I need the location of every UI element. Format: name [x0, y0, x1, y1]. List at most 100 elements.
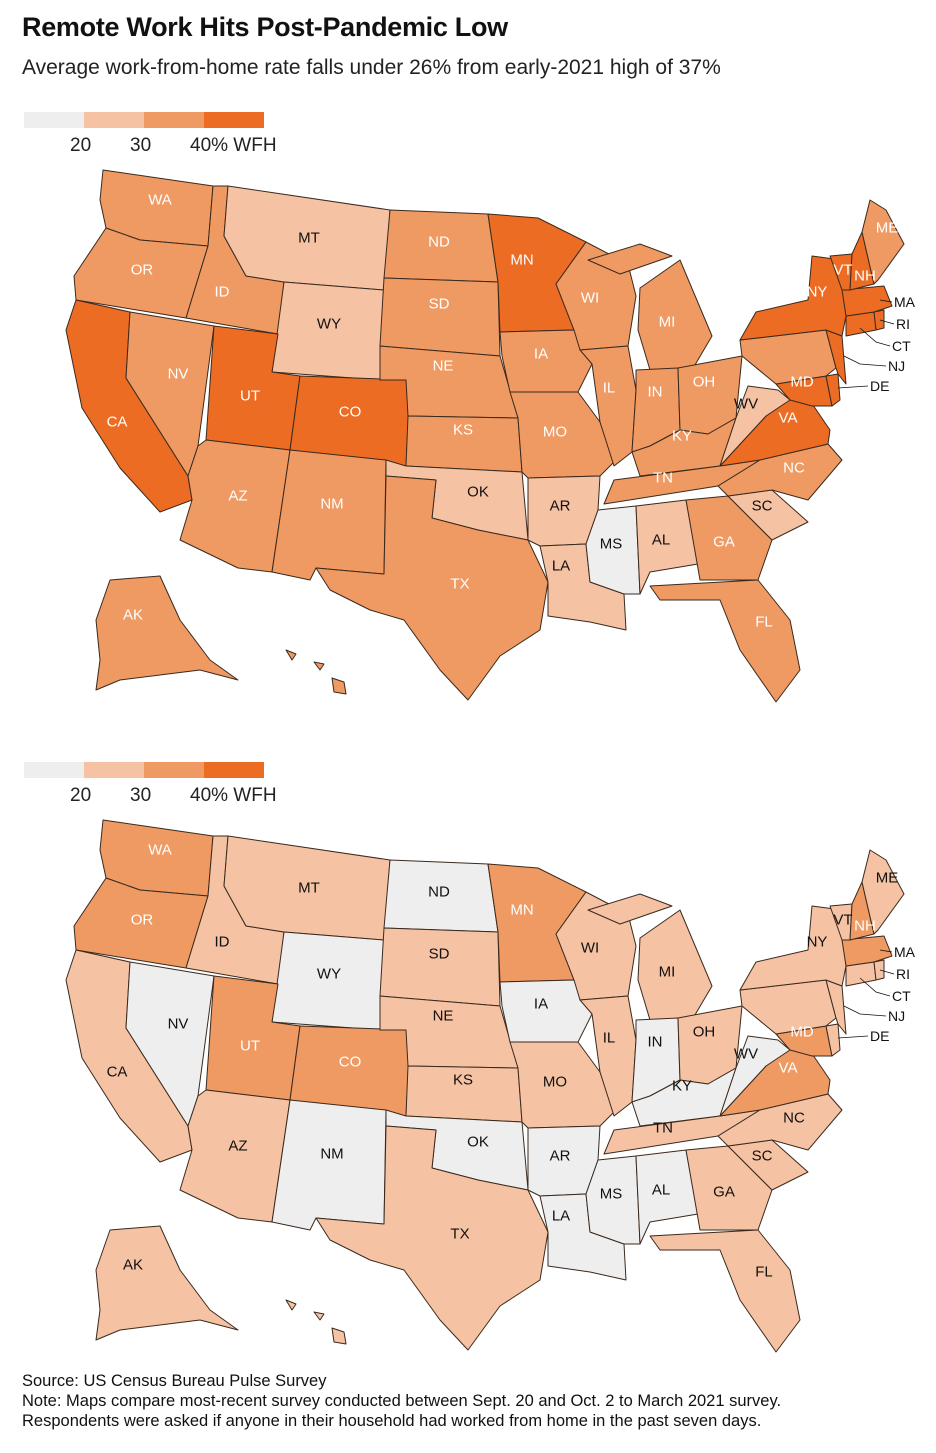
callout-label-ma: MA: [894, 294, 916, 310]
state-label-id: ID: [215, 934, 230, 951]
state-fl: [649, 1229, 801, 1353]
state-label-wy: WY: [317, 316, 341, 333]
state-label-ne: NE: [433, 1008, 454, 1025]
callout-label-nj: NJ: [888, 1008, 905, 1024]
legend-swatch-0: [24, 762, 84, 778]
state-ga: [685, 495, 773, 581]
state-label-md: MD: [790, 1024, 813, 1041]
state-label-wi: WI: [581, 940, 599, 957]
state-label-ny: NY: [807, 934, 828, 951]
state-label-la: LA: [552, 558, 570, 575]
state-label-sd: SD: [429, 296, 450, 313]
state-az: [179, 439, 291, 573]
state-label-ky: KY: [672, 1078, 692, 1095]
state-label-fl: FL: [755, 614, 773, 631]
leader-de: [837, 385, 869, 389]
state-label-nc: NC: [783, 1110, 805, 1127]
chart-subtitle: Average work-from-home rate falls under …: [22, 56, 721, 79]
respondent-note: Respondents were asked if anyone in thei…: [22, 1412, 762, 1430]
state-de: [825, 1023, 841, 1057]
state-label-wv: WV: [734, 396, 758, 413]
state-label-or: OR: [131, 912, 154, 929]
legend-label-20: 20: [70, 785, 92, 806]
callout-label-ma: MA: [894, 944, 916, 960]
callout-label-nj: NJ: [888, 358, 905, 374]
callout-label-ri: RI: [896, 966, 910, 982]
state-ak: [95, 1225, 239, 1341]
state-label-me: ME: [876, 870, 899, 887]
leader-ri: [879, 969, 895, 975]
state-label-va: VA: [779, 410, 798, 427]
state-label-az: AZ: [228, 1138, 247, 1155]
state-label-az: AZ: [228, 488, 247, 505]
callout-label-de: DE: [870, 378, 889, 394]
state-hi: [285, 649, 347, 695]
callout-label-ri: RI: [896, 316, 910, 332]
map-sept-oct: WA OR CA NV ID MT WY UT CO AZ NM ND SD NE KS OK TX MN IA MO…: [0, 810, 936, 1370]
state-al: [635, 1149, 699, 1245]
state-label-sc: SC: [752, 1148, 773, 1165]
state-label-va: VA: [779, 1060, 798, 1077]
state-label-nv: NV: [168, 1016, 189, 1033]
state-me: [861, 849, 905, 935]
legend-swatch-0: [24, 112, 84, 128]
state-label-ne: NE: [433, 358, 454, 375]
state-label-sc: SC: [752, 498, 773, 515]
state-tx: [315, 475, 549, 701]
state-label-tn: TN: [653, 1120, 673, 1137]
leader-ma: [879, 299, 893, 303]
state-label-mo: MO: [543, 1074, 567, 1091]
state-label-in: IN: [648, 1034, 663, 1051]
state-label-wv: WV: [734, 1046, 758, 1063]
callout-label-ct: CT: [892, 338, 911, 354]
state-label-ak: AK: [123, 607, 143, 624]
state-ny: [739, 255, 847, 341]
legend-swatch-2: [144, 112, 204, 128]
state-de: [825, 373, 841, 407]
legend-label-40: 40% WFH: [190, 785, 277, 806]
state-il: [579, 995, 637, 1117]
callout-label-de: DE: [870, 1028, 889, 1044]
state-ny: [739, 905, 847, 991]
state-label-ar: AR: [550, 1148, 571, 1165]
state-ak: [95, 575, 239, 691]
legend-swatch-2: [144, 762, 204, 778]
state-label-sd: SD: [429, 946, 450, 963]
state-label-fl: FL: [755, 1264, 773, 1281]
state-label-ar: AR: [550, 498, 571, 515]
state-sd: [379, 277, 501, 357]
leader-nj: [843, 355, 887, 367]
state-fl: [649, 579, 801, 703]
map-march-2021: WA OR CA NV ID MT WY UT CO AZ NM ND SD NE KS OK TX MN IA MO…: [0, 160, 936, 720]
state-label-md: MD: [790, 374, 813, 391]
state-label-mi: MI: [659, 314, 676, 331]
state-label-oh: OH: [693, 374, 716, 391]
state-label-mn: MN: [510, 902, 533, 919]
legend-swatch-1: [84, 112, 144, 128]
state-label-ut: UT: [240, 1038, 260, 1055]
state-ma: [841, 285, 893, 317]
legend-swatch-1: [84, 762, 144, 778]
state-ma: [841, 935, 893, 967]
state-nm: [271, 449, 387, 581]
state-label-ny: NY: [807, 284, 828, 301]
state-label-nd: ND: [428, 234, 450, 251]
leader-ma: [879, 949, 893, 953]
state-label-mt: MT: [298, 880, 320, 897]
state-label-ut: UT: [240, 388, 260, 405]
state-ri: [873, 959, 885, 981]
state-label-wa: WA: [148, 192, 172, 209]
survey-note: Note: Maps compare most-recent survey co…: [22, 1392, 782, 1410]
state-nm: [271, 1099, 387, 1231]
state-hi: [285, 1299, 347, 1345]
state-label-ok: OK: [467, 1134, 489, 1151]
state-label-mn: MN: [510, 252, 533, 269]
state-label-mt: MT: [298, 230, 320, 247]
legend-bottom: 20 30 40% WFH: [24, 762, 277, 806]
state-label-nc: NC: [783, 460, 805, 477]
state-ri: [873, 309, 885, 331]
state-label-id: ID: [215, 284, 230, 301]
state-label-ga: GA: [713, 534, 735, 551]
state-label-co: CO: [339, 404, 362, 421]
state-label-oh: OH: [693, 1024, 716, 1041]
